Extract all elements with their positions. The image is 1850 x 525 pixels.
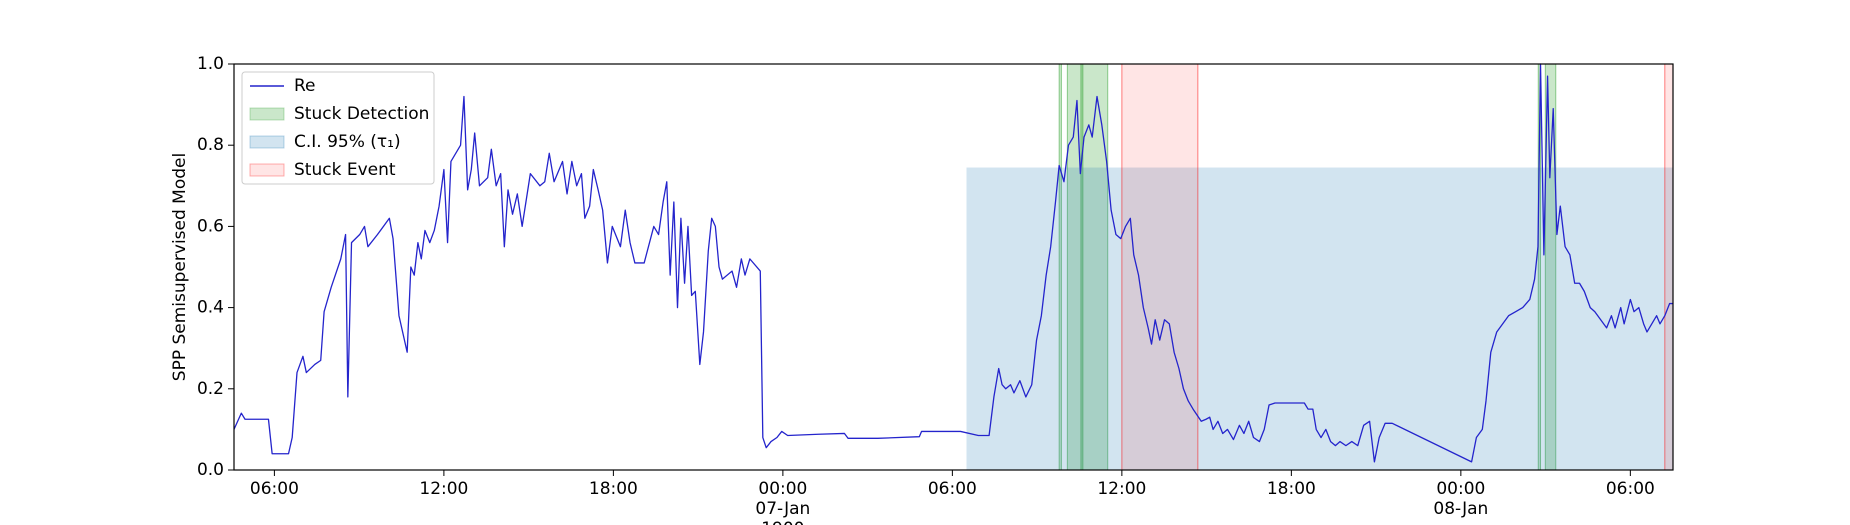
line <box>233 63 1673 463</box>
x-tick-label: 12:00 <box>1097 479 1147 499</box>
band <box>966 167 1673 470</box>
bands <box>966 63 1674 471</box>
y-tick-label: 0.6 <box>197 216 224 236</box>
band <box>1664 63 1674 471</box>
y-tick-label: 0.8 <box>197 135 224 155</box>
x-tick-label: 06:00 <box>249 479 299 499</box>
legend-box <box>241 71 435 185</box>
y-tick-label: 0.4 <box>197 298 224 318</box>
legend-label: C.I. 95% (τ₁) <box>294 132 401 152</box>
y-tick-label: 1.0 <box>197 54 224 74</box>
legend-label: Re <box>294 76 316 96</box>
band <box>1121 63 1199 471</box>
y-tick-label: 0.2 <box>197 379 224 399</box>
legend-swatch <box>249 135 285 149</box>
x-tick-label: 00:00 08-Jan <box>1433 479 1489 519</box>
legend-swatch <box>249 107 285 121</box>
legend-swatch <box>249 163 285 177</box>
x-tick-label: 00:00 07-Jan 1900 <box>755 479 811 525</box>
legend-label: Stuck Event <box>294 160 396 180</box>
legend: Re Stuck Detection C.I. 95% (τ₁) Stuck Even… <box>241 71 435 185</box>
x-tick-label: 18:00 <box>1266 479 1316 499</box>
y-axis-label: SPP Semisupervised Model <box>170 153 190 381</box>
y-tick-label: 0.0 <box>197 460 224 480</box>
x-tick-label: 18:00 <box>588 479 638 499</box>
x-tick-label: 06:00 <box>927 479 977 499</box>
x-tick-label: 06:00 <box>1605 479 1655 499</box>
legend-label: Stuck Detection <box>294 104 429 124</box>
plot-frame <box>233 63 1674 471</box>
x-tick-label: 12:00 <box>419 479 469 499</box>
lines <box>233 63 1673 463</box>
